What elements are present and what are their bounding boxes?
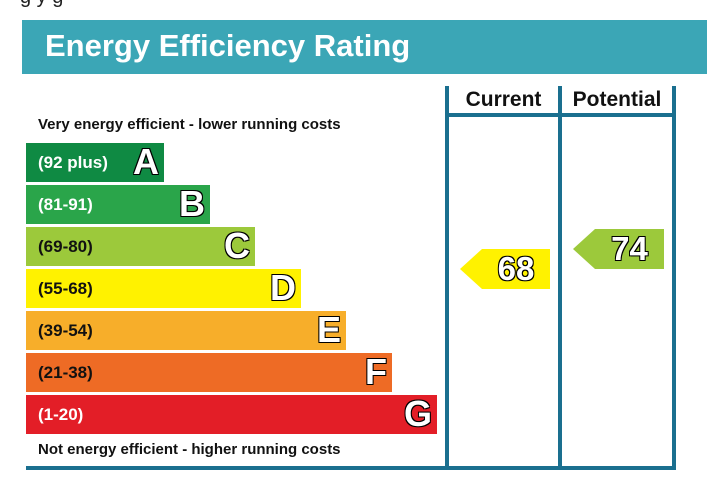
band-range-label: (39-54): [38, 321, 93, 340]
note-inefficient: Not energy efficient - higher running co…: [38, 441, 341, 458]
clipped-text-fragment: g y g: [20, 0, 63, 9]
band-f: (21-38) F: [26, 351, 392, 392]
band-g: (1-20) G: [26, 393, 437, 434]
frame-line-right: [672, 86, 676, 470]
current-arrow-shape: [460, 249, 550, 289]
band-range-label: (81-91): [38, 195, 93, 214]
band-d: (55-68) D: [26, 267, 301, 308]
current-rating-value: 68: [497, 250, 535, 287]
band-a: (92 plus) A: [26, 141, 164, 182]
band-range-label: (69-80): [38, 237, 93, 256]
band-letter: A: [133, 141, 159, 182]
column-header-current: Current: [465, 88, 542, 111]
band-letter: C: [224, 225, 250, 266]
column-header-potential: Potential: [572, 88, 662, 111]
band-letter: F: [365, 351, 387, 392]
frame-line-left-current: [445, 86, 449, 470]
current-rating-arrow: 68: [460, 249, 550, 289]
band-letter: D: [270, 267, 296, 308]
frame-line-bottom: [26, 466, 676, 470]
band-c: (69-80) C: [26, 225, 255, 266]
band-letter: G: [403, 393, 432, 434]
band-letter: B: [179, 183, 205, 224]
header-bar: Energy Efficiency Rating: [22, 20, 707, 74]
frame-line-divider: [558, 86, 562, 470]
page-title: Energy Efficiency Rating: [45, 28, 411, 63]
potential-rating-arrow: 74: [573, 229, 664, 269]
potential-arrow-shape: [573, 229, 664, 269]
band-range-label: (1-20): [38, 405, 84, 424]
note-efficient: Very energy efficient - lower running co…: [38, 116, 341, 133]
band-b: (81-91) B: [26, 183, 210, 224]
band-range-label: (92 plus): [38, 153, 108, 172]
band-range-label: (55-68): [38, 279, 93, 298]
band-e: (39-54) E: [26, 309, 346, 350]
band-range-label: (21-38): [38, 363, 93, 382]
band-letter: E: [316, 309, 341, 350]
potential-rating-value: 74: [611, 230, 648, 267]
frame-line-header-underline: [445, 113, 676, 117]
